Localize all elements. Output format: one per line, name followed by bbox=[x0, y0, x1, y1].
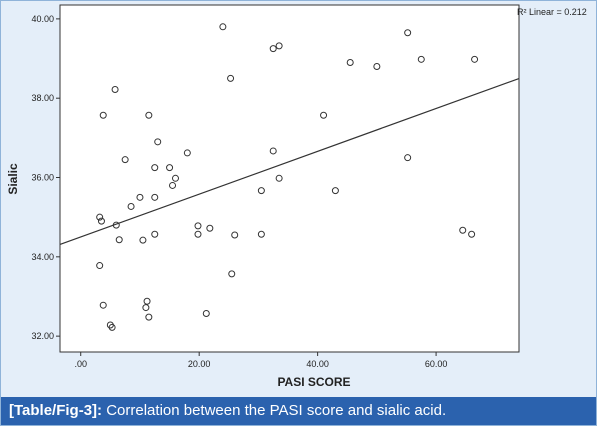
x-tick-label: 20.00 bbox=[188, 359, 211, 369]
data-point bbox=[96, 262, 104, 270]
data-point bbox=[99, 111, 107, 119]
data-point bbox=[151, 230, 159, 238]
plot-area bbox=[59, 4, 520, 353]
data-point bbox=[136, 193, 144, 201]
data-point bbox=[373, 62, 381, 70]
y-axis-label: Sialic bbox=[6, 163, 20, 195]
x-axis: .00 20.00 40.00 60.00 bbox=[74, 352, 447, 369]
data-point bbox=[269, 147, 277, 155]
figure-caption-label: [Table/Fig-3]: bbox=[9, 402, 103, 419]
data-point bbox=[108, 323, 116, 331]
data-point bbox=[112, 221, 120, 229]
data-point bbox=[269, 45, 277, 53]
data-point bbox=[404, 29, 412, 37]
data-point bbox=[206, 224, 214, 232]
x-tick-label: .00 bbox=[74, 359, 87, 369]
data-point bbox=[183, 149, 191, 157]
data-point bbox=[346, 59, 354, 67]
y-tick-label: 36.00 bbox=[31, 173, 54, 183]
data-point bbox=[143, 297, 151, 305]
x-axis-label: PASI SCORE bbox=[277, 375, 350, 389]
figure-caption: [Table/Fig-3]: Correlation between the P… bbox=[1, 397, 596, 425]
data-point bbox=[219, 23, 227, 31]
data-point bbox=[404, 154, 412, 162]
data-point bbox=[111, 85, 119, 93]
legend-r2-linear: R² Linear = 0.212 bbox=[517, 7, 587, 17]
data-point bbox=[468, 230, 476, 238]
y-tick-label: 38.00 bbox=[31, 93, 54, 103]
data-point bbox=[257, 230, 265, 238]
data-point bbox=[139, 236, 147, 244]
x-tick-label: 40.00 bbox=[306, 359, 329, 369]
data-point bbox=[145, 111, 153, 119]
data-point bbox=[154, 138, 162, 146]
data-point bbox=[142, 304, 150, 312]
y-tick-label: 40.00 bbox=[31, 14, 54, 24]
data-point bbox=[194, 230, 202, 238]
data-point bbox=[121, 156, 129, 164]
data-point bbox=[99, 301, 107, 309]
data-point bbox=[471, 55, 479, 63]
data-point bbox=[171, 174, 179, 182]
fit-line bbox=[59, 77, 520, 246]
data-point bbox=[331, 187, 339, 195]
data-point bbox=[320, 111, 328, 119]
x-tick-label: 60.00 bbox=[425, 359, 448, 369]
data-point bbox=[417, 55, 425, 63]
y-axis: 32.00 34.00 36.00 38.00 40.00 bbox=[31, 14, 60, 341]
data-point bbox=[151, 193, 159, 201]
figure-caption-text: Correlation between the PASI score and s… bbox=[102, 402, 447, 419]
y-tick-label: 32.00 bbox=[31, 331, 54, 341]
data-point bbox=[459, 226, 467, 234]
data-point bbox=[151, 164, 159, 172]
data-point bbox=[228, 270, 236, 278]
data-point bbox=[257, 187, 265, 195]
data-point bbox=[145, 313, 153, 321]
data-point bbox=[231, 231, 239, 239]
data-point bbox=[194, 222, 202, 230]
data-point bbox=[275, 174, 283, 182]
data-point bbox=[127, 202, 135, 210]
data-point bbox=[275, 42, 283, 50]
y-tick-label: 34.00 bbox=[31, 252, 54, 262]
data-point bbox=[202, 310, 210, 318]
data-point bbox=[96, 213, 104, 221]
data-point bbox=[169, 181, 177, 189]
data-point bbox=[227, 74, 235, 82]
data-point bbox=[115, 236, 123, 244]
data-point bbox=[97, 217, 105, 225]
data-points bbox=[96, 23, 479, 331]
data-point bbox=[166, 164, 174, 172]
